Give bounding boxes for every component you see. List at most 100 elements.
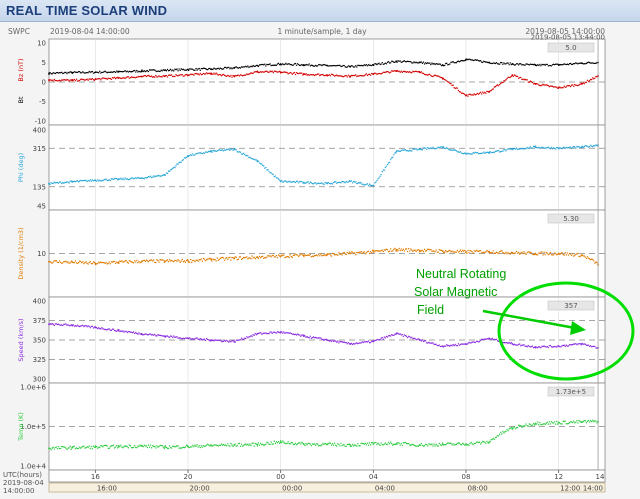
- sample-point: [445, 147, 447, 150]
- sample-point: [578, 145, 580, 148]
- sample-point: [220, 68, 223, 70]
- sample-point: [240, 443, 243, 445]
- sample-point: [201, 339, 204, 341]
- sample-point: [176, 163, 178, 165]
- sample-point: [204, 68, 207, 70]
- sample-point: [525, 79, 527, 81]
- sample-point: [87, 72, 89, 74]
- sample-point: [186, 75, 189, 77]
- sample-point: [337, 75, 339, 77]
- sample-point: [236, 151, 239, 153]
- sample-point: [114, 262, 117, 264]
- sample-point: [539, 346, 541, 348]
- sample-point: [492, 62, 495, 64]
- sample-point: [182, 261, 185, 263]
- series-density: [48, 247, 599, 267]
- sample-point: [456, 60, 459, 63]
- sample-point: [338, 64, 340, 67]
- sample-point: [495, 338, 498, 340]
- sample-point: [200, 67, 203, 70]
- sample-point: [596, 76, 598, 78]
- sample-point: [397, 441, 399, 444]
- sample-point: [577, 252, 579, 255]
- sample-point: [530, 424, 533, 427]
- sample-point: [157, 174, 159, 177]
- sample-point: [394, 69, 396, 72]
- sample-point: [443, 64, 446, 67]
- sample-point: [574, 343, 576, 345]
- sample-point: [256, 256, 259, 258]
- sample-point: [108, 179, 111, 181]
- sample-point: [249, 66, 251, 68]
- sample-point: [514, 252, 517, 254]
- sample-point: [594, 62, 596, 65]
- sample-point: [196, 153, 198, 155]
- sample-point: [59, 80, 62, 82]
- sample-point: [146, 176, 149, 179]
- sample-point: [388, 335, 391, 337]
- sample-point: [86, 71, 88, 74]
- sample-point: [108, 71, 111, 74]
- sample-point: [399, 150, 401, 153]
- sample-point: [245, 74, 247, 76]
- sample-point: [271, 70, 273, 72]
- sample-point: [488, 337, 490, 340]
- sample-point: [265, 70, 267, 72]
- sample-point: [165, 259, 168, 262]
- sample-point: [483, 251, 485, 254]
- sample-point: [376, 249, 378, 252]
- sample-point: [206, 151, 209, 154]
- sample-point: [221, 74, 224, 76]
- sample-point: [453, 444, 455, 446]
- sample-point: [577, 422, 579, 424]
- sample-point: [84, 179, 86, 182]
- sample-point: [120, 177, 122, 179]
- sample-point: [308, 74, 310, 76]
- sample-point: [546, 346, 548, 348]
- sample-point: [388, 442, 391, 445]
- sample-point: [90, 445, 93, 448]
- sample-point: [431, 250, 433, 252]
- sample-point: [213, 150, 215, 152]
- sample-point: [427, 248, 429, 250]
- sample-point: [576, 84, 578, 87]
- sample-point: [450, 83, 452, 85]
- sample-point: [312, 74, 315, 76]
- sample-point: [507, 251, 509, 254]
- sample-point: [533, 424, 536, 426]
- sample-point: [161, 444, 163, 447]
- sample-point: [591, 78, 593, 81]
- sample-point: [209, 445, 211, 447]
- sample-point: [338, 181, 340, 183]
- sample-point: [301, 441, 303, 444]
- sample-point: [341, 254, 343, 256]
- sample-point: [580, 146, 582, 149]
- sample-point: [254, 65, 256, 68]
- sample-point: [234, 256, 236, 258]
- sample-point: [339, 340, 341, 343]
- sample-point: [118, 178, 120, 180]
- sample-point: [264, 71, 266, 73]
- sample-point: [570, 344, 573, 346]
- sample-point: [277, 62, 280, 65]
- sample-point: [224, 75, 227, 77]
- sample-point: [484, 152, 486, 154]
- sample-point: [457, 89, 460, 92]
- sample-point: [508, 64, 510, 66]
- sample-point: [390, 71, 392, 73]
- sample-point: [512, 63, 515, 65]
- sample-point: [190, 68, 192, 70]
- sample-point: [337, 443, 339, 445]
- sample-point: [414, 148, 416, 150]
- sample-point: [69, 262, 71, 264]
- sample-point: [457, 343, 460, 345]
- sample-point: [291, 333, 294, 335]
- y-tick-label: 45: [37, 203, 46, 211]
- sample-point: [62, 324, 64, 327]
- sample-point: [591, 258, 593, 260]
- sample-point: [425, 342, 428, 344]
- sample-point: [212, 68, 214, 70]
- sample-point: [105, 77, 107, 80]
- sample-point: [489, 62, 491, 65]
- sample-point: [583, 63, 585, 65]
